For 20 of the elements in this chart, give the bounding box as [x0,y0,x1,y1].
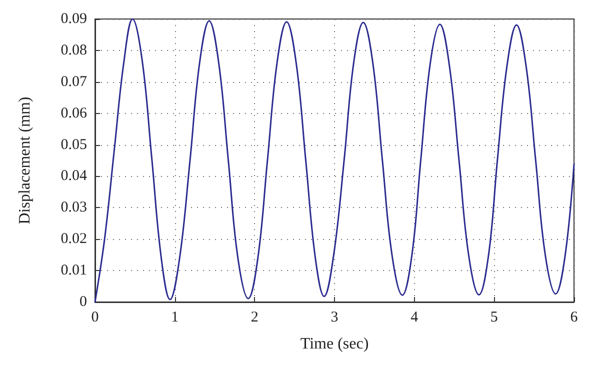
y-tick-label: 0.09 [60,11,87,27]
y-axis-title: Displacement (mm) [16,96,34,224]
y-tick-label: 0.02 [60,231,87,248]
y-tick-label: 0.04 [60,168,88,184]
y-tick-label: 0.08 [60,42,87,58]
line-series [94,18,575,303]
y-tick-label: 0.03 [60,200,87,216]
y-tick-label: 0.07 [60,74,88,90]
y-tick-label: 0.01 [60,262,87,279]
x-tick-label: 4 [410,310,419,326]
x-tick-label: 3 [330,310,338,326]
x-tick-label: 2 [250,310,258,326]
y-tick-label: 0 [80,294,87,310]
x-tick-label: 1 [171,310,179,326]
x-tick-label: 6 [570,310,578,326]
y-tick-label: 0.06 [60,105,88,122]
x-axis-title: Time (sec) [300,336,369,352]
x-tick-label: 0 [91,310,99,326]
y-tick-label: 0.05 [60,136,87,153]
x-tick-label: 5 [490,310,498,326]
